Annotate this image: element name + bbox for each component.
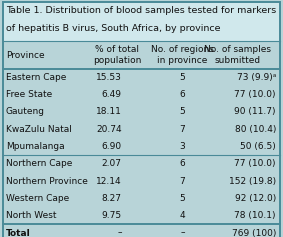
Bar (3, 2, 280, 41)
Text: of hepatitis B virus, South Africa, by province: of hepatitis B virus, South Africa, by p… (6, 24, 220, 33)
Text: Western Cape: Western Cape (6, 194, 69, 203)
Text: Northern Cape: Northern Cape (6, 160, 72, 168)
Bar (3, 41, 280, 237)
Text: Free State: Free State (6, 90, 52, 99)
Text: Table 1. Distribution of blood samples tested for markers: Table 1. Distribution of blood samples t… (6, 6, 276, 15)
Text: Province: Province (6, 51, 44, 59)
Text: 15.53: 15.53 (96, 73, 122, 82)
Text: 6.90: 6.90 (102, 142, 122, 151)
Text: 9.75: 9.75 (102, 211, 122, 220)
Text: No. of samples
submitted: No. of samples submitted (204, 45, 271, 65)
Text: 12.14: 12.14 (96, 177, 122, 186)
Text: % of total
population: % of total population (93, 45, 142, 65)
Text: No. of regions
in province: No. of regions in province (151, 45, 214, 65)
Text: 18.11: 18.11 (96, 108, 122, 116)
Text: 20.74: 20.74 (96, 125, 122, 134)
Text: 6: 6 (180, 90, 185, 99)
Text: 4: 4 (180, 211, 185, 220)
Text: 152 (19.8): 152 (19.8) (229, 177, 276, 186)
Text: 78 (10.1): 78 (10.1) (234, 211, 276, 220)
Text: 7: 7 (180, 177, 185, 186)
Text: 769 (100): 769 (100) (231, 229, 276, 237)
Text: Mpumalanga: Mpumalanga (6, 142, 64, 151)
Text: Eastern Cape: Eastern Cape (6, 73, 66, 82)
Text: 50 (6.5): 50 (6.5) (240, 142, 276, 151)
Text: 7: 7 (180, 125, 185, 134)
Text: –: – (180, 229, 185, 237)
Text: 5: 5 (180, 108, 185, 116)
Text: Gauteng: Gauteng (6, 108, 45, 116)
Text: KwaZulu Natal: KwaZulu Natal (6, 125, 72, 134)
Text: Total: Total (6, 229, 30, 237)
Text: 3: 3 (180, 142, 185, 151)
Text: 73 (9.9)ᵃ: 73 (9.9)ᵃ (237, 73, 276, 82)
Text: 5: 5 (180, 73, 185, 82)
Text: Northern Province: Northern Province (6, 177, 87, 186)
Text: 8.27: 8.27 (102, 194, 122, 203)
Text: 6.49: 6.49 (102, 90, 122, 99)
Text: 77 (10.0): 77 (10.0) (234, 90, 276, 99)
Text: 92 (12.0): 92 (12.0) (235, 194, 276, 203)
Text: 5: 5 (180, 194, 185, 203)
Text: 80 (10.4): 80 (10.4) (235, 125, 276, 134)
Text: 90 (11.7): 90 (11.7) (234, 108, 276, 116)
Text: 77 (10.0): 77 (10.0) (234, 160, 276, 168)
Text: 6: 6 (180, 160, 185, 168)
Text: 2.07: 2.07 (102, 160, 122, 168)
Text: –: – (117, 229, 122, 237)
Text: North West: North West (6, 211, 56, 220)
